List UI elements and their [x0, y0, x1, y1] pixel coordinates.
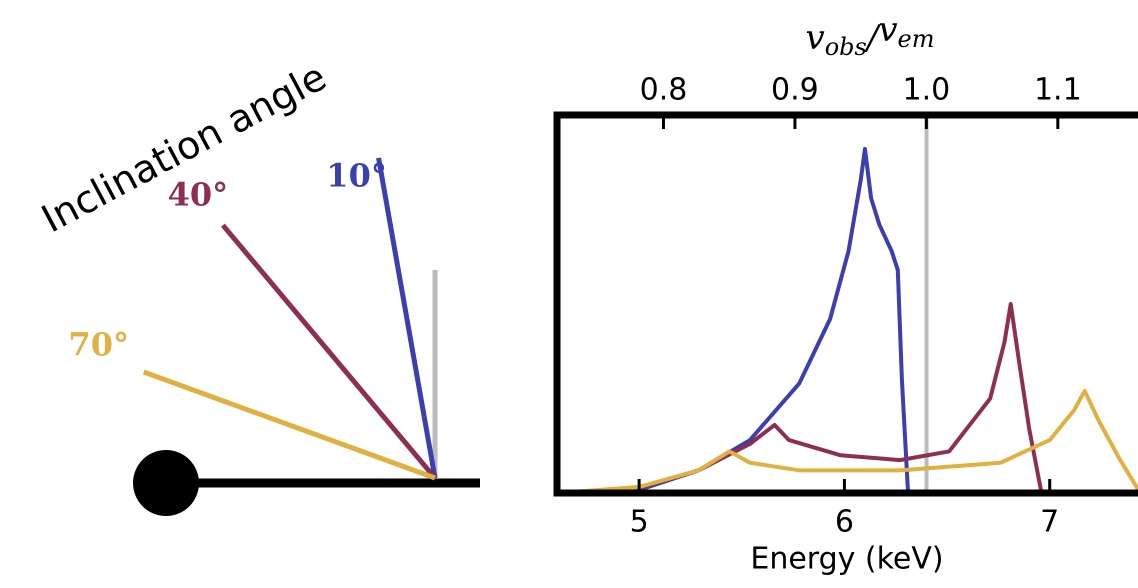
angle-label: 70° — [68, 325, 129, 363]
x-tick-label: 5 — [630, 505, 649, 540]
x-axis-label: Energy (keV) — [750, 542, 943, 577]
x2-axis-label: vobs/vem — [805, 10, 934, 61]
angle-label: 40° — [168, 176, 229, 214]
x2-tick-label: 1.0 — [903, 73, 951, 108]
inclination-line — [142, 369, 436, 481]
angle-label: 10° — [326, 156, 387, 194]
inclination-line — [376, 157, 438, 479]
inclination-line — [220, 223, 437, 480]
black-hole — [133, 450, 199, 516]
x-tick-label: 6 — [835, 505, 854, 540]
x2-tick-label: 0.8 — [640, 73, 688, 108]
x-tick-label: 7 — [1040, 505, 1059, 540]
x2-tick-label: 0.9 — [771, 73, 819, 108]
line-series — [558, 147, 911, 495]
plot-frame — [553, 111, 1138, 497]
line-series — [558, 388, 1138, 495]
x2-tick-label: 1.1 — [1034, 73, 1082, 108]
